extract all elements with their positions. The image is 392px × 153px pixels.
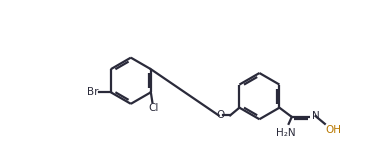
Text: N: N — [312, 111, 319, 121]
Text: Br: Br — [87, 87, 98, 97]
Text: OH: OH — [326, 125, 341, 135]
Text: Cl: Cl — [148, 103, 158, 113]
Text: O: O — [217, 110, 225, 120]
Text: H₂N: H₂N — [276, 128, 296, 138]
